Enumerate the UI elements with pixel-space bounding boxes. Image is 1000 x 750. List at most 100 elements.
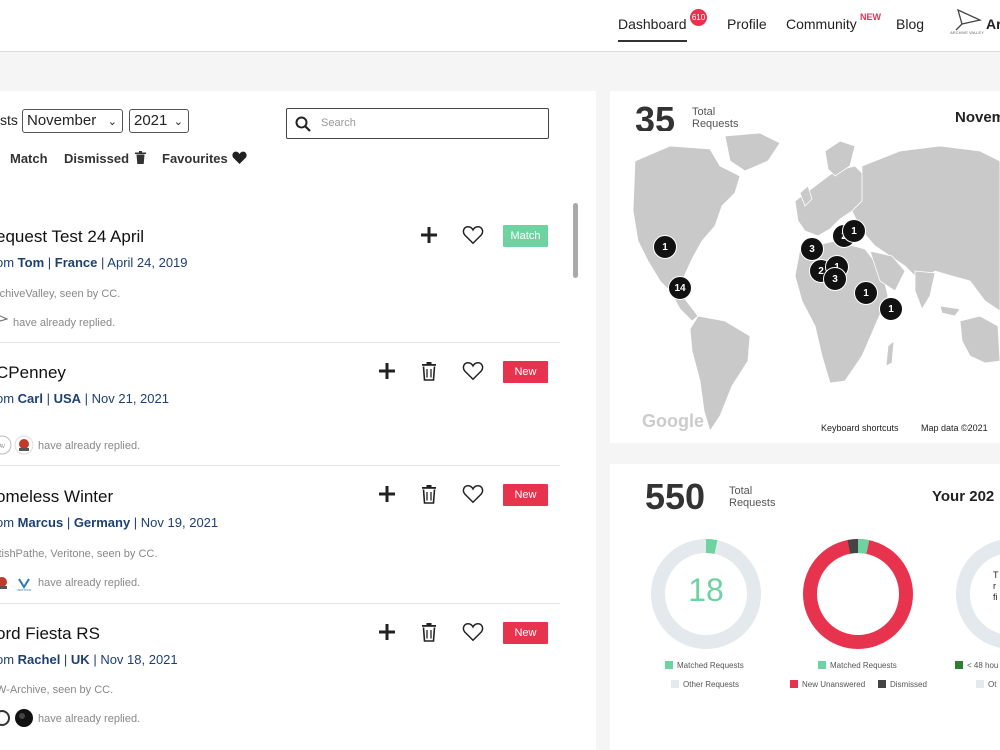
request-title[interactable]: CPenney	[0, 363, 66, 382]
trash-icon[interactable]	[418, 360, 440, 382]
request-user[interactable]: Tom	[17, 255, 45, 270]
request-replied: have already replied.	[38, 577, 141, 589]
request-seen: W-Archive, seen by CC.	[0, 684, 114, 696]
svg-text:VERITONE: VERITONE	[16, 588, 31, 592]
tab-dismissed[interactable]: Dismissed	[64, 151, 146, 166]
requests-panel: sts November ⌄ 2021 ⌄ Search Match Dismi…	[0, 91, 596, 750]
search-icon	[295, 116, 311, 132]
map-pin[interactable]: 3	[823, 267, 847, 291]
nav-profile[interactable]: Profile	[727, 16, 767, 32]
avatar	[15, 709, 33, 727]
status-badge: New	[503, 622, 548, 644]
heart-outline-icon[interactable]	[462, 621, 484, 643]
map-pin[interactable]: 3	[800, 237, 824, 261]
nav-dashboard[interactable]: Dashboard	[618, 16, 687, 42]
search-input[interactable]: Search	[286, 108, 549, 139]
nav-blog[interactable]: Blog	[896, 16, 925, 32]
donut-unanswered-dismissed[interactable]	[802, 538, 914, 650]
month-select-value: November	[27, 112, 97, 129]
request-user[interactable]: Marcus	[17, 515, 64, 530]
status-badge: New	[503, 361, 548, 383]
add-icon[interactable]	[376, 360, 398, 382]
trash-icon[interactable]	[418, 621, 440, 643]
user-menu[interactable]: Ar	[986, 16, 1000, 32]
map-month-title: Novem	[955, 109, 1000, 126]
legend-item: Matched Requests	[818, 661, 897, 670]
heart-outline-icon[interactable]	[462, 224, 484, 246]
heart-icon	[232, 151, 247, 164]
chevron-down-icon: ⌄	[173, 116, 183, 128]
request-title[interactable]: ord Fiesta RS	[0, 624, 100, 643]
avatar	[0, 577, 7, 589]
add-icon[interactable]	[418, 224, 440, 246]
donut-center-value: 18	[688, 572, 724, 608]
add-icon[interactable]	[376, 621, 398, 643]
trash-icon	[134, 151, 146, 164]
month-select[interactable]: November ⌄	[22, 109, 123, 133]
heart-outline-icon[interactable]	[462, 483, 484, 505]
world-map[interactable]: 1 14 3 2 1 2 1 3 1 1	[630, 131, 1000, 436]
nav-community[interactable]: Community	[786, 16, 857, 32]
avatar	[14, 435, 34, 455]
request-country: USA	[53, 391, 82, 406]
request-meta: om Rachel | UK | Nov 18, 2021	[0, 652, 178, 667]
community-new-badge: NEW	[860, 12, 881, 22]
request-user[interactable]: Rachel	[17, 652, 61, 667]
request-replied: have already replied.	[38, 440, 141, 452]
map-pin[interactable]: 1	[653, 235, 677, 259]
scrollbar[interactable]	[573, 203, 578, 278]
request-seen: rchiveValley, seen by CC.	[0, 288, 121, 300]
request-meta: om Tom | France | April 24, 2019	[0, 255, 188, 270]
map-data-credit: Map data ©2021	[921, 423, 988, 433]
archive-valley-logo[interactable]	[950, 8, 982, 42]
dashboard-badge: 610	[690, 9, 707, 26]
legend-item: Matched Requests	[665, 661, 744, 670]
trash-icon[interactable]	[418, 483, 440, 505]
tab-favourites[interactable]: Favourites	[162, 151, 247, 166]
year-select-value: 2021	[134, 112, 168, 129]
search-placeholder: Search	[321, 117, 356, 129]
request-title[interactable]: equest Test 24 April	[0, 227, 145, 246]
request-item[interactable]: ord Fiesta RS om Rachel | UK | Nov 18, 2…	[0, 604, 560, 750]
google-logo: Google	[642, 411, 704, 431]
archive-logo-avatar	[0, 315, 8, 322]
donut-response-time[interactable]	[955, 538, 1000, 650]
map-card: 35 Total Requests Novem	[610, 91, 1000, 443]
year-select[interactable]: 2021 ⌄	[129, 109, 189, 133]
request-seen: itishPathe, Veritone, seen by CC.	[0, 548, 158, 560]
map-pin[interactable]: 1	[854, 281, 878, 305]
map-pin[interactable]: 14	[668, 276, 692, 300]
world-map-shapes	[632, 132, 1000, 432]
donut-matched-other[interactable]	[650, 538, 762, 650]
request-user[interactable]: Carl	[17, 391, 43, 406]
tab-match[interactable]: Match	[10, 151, 48, 166]
chevron-down-icon: ⌄	[107, 116, 117, 128]
request-country: Germany	[73, 515, 131, 530]
avatar	[0, 710, 10, 726]
add-icon[interactable]	[376, 483, 398, 505]
map-total-label: Total Requests	[692, 106, 739, 130]
map-pin[interactable]: 1	[842, 219, 866, 243]
request-country: UK	[70, 652, 90, 667]
avatar: VERITONE	[16, 578, 32, 592]
keyboard-shortcuts-link[interactable]: Keyboard shortcuts	[821, 423, 899, 433]
legend-item: Ot	[976, 680, 996, 689]
request-title[interactable]: omeless Winter	[0, 487, 114, 506]
status-badge: New	[503, 484, 548, 506]
request-item[interactable]: omeless Winter om Marcus | Germany | Nov…	[0, 466, 560, 604]
request-item[interactable]: CPenney om Carl | USA | Nov 21, 2021 AV …	[0, 343, 560, 466]
legend-item: < 48 hou	[955, 661, 998, 670]
map-pin[interactable]: 1	[879, 297, 903, 321]
request-country: France	[54, 255, 98, 270]
heart-outline-icon[interactable]	[462, 360, 484, 382]
stats-total-label: Total Requests	[729, 485, 776, 509]
top-navigation: Dashboard 610 Profile Community NEW Blog…	[0, 0, 1000, 52]
stats-card: 550 Total Requests Your 202 18 Matched Re…	[610, 464, 1000, 750]
request-item[interactable]: equest Test 24 April om Tom | France | A…	[0, 205, 560, 343]
request-replied: have already replied.	[38, 713, 141, 725]
avatar: AV	[0, 435, 12, 455]
legend-item: New Unanswered	[790, 680, 865, 689]
legend-item: Other Requests	[671, 680, 739, 689]
request-replied: have already replied.	[13, 317, 116, 329]
